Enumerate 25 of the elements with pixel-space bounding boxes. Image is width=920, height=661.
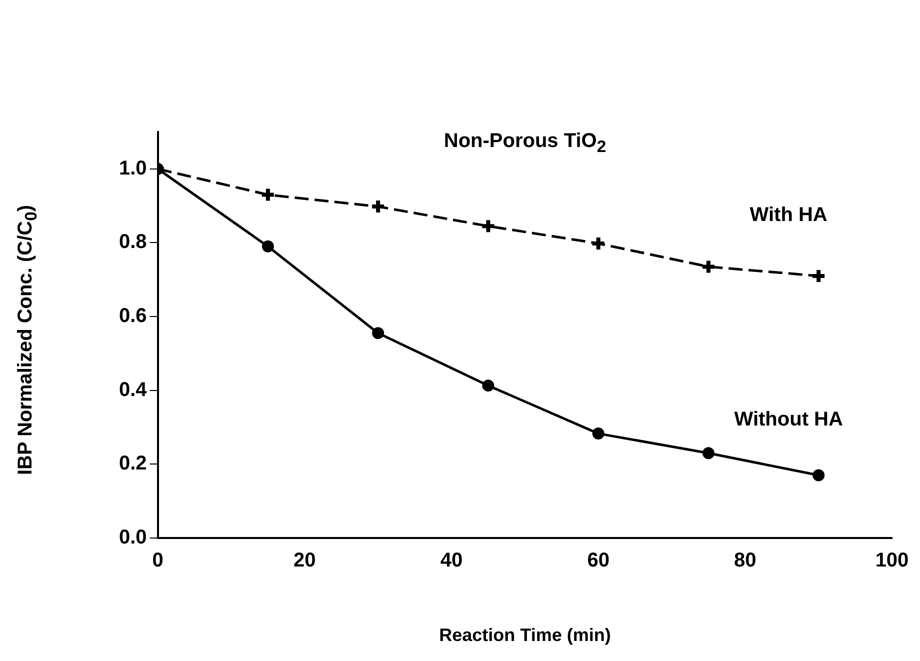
point bbox=[700, 258, 716, 275]
y-tick-label: 0.0 bbox=[118, 526, 147, 549]
chart-title: Non-Porous TiO$_{2}$ bbox=[442, 130, 608, 157]
x-tick-label: 60 bbox=[587, 550, 610, 572]
x-tick-label: 20 bbox=[294, 550, 316, 572]
y-tick-label: 0.4 bbox=[118, 378, 148, 401]
series-label: Without HA bbox=[734, 408, 843, 430]
point bbox=[482, 380, 494, 392]
point bbox=[372, 327, 384, 340]
text: With HA bbox=[750, 204, 828, 226]
x-tick-label: 100 bbox=[875, 550, 909, 572]
point bbox=[812, 469, 825, 482]
point bbox=[592, 428, 604, 440]
x-tick-label: 80 bbox=[734, 550, 756, 572]
x-tick-label: 0 bbox=[152, 550, 164, 572]
y-tick-label: 0.8 bbox=[118, 231, 147, 254]
point bbox=[262, 240, 274, 252]
y-tick-label: 0.6 bbox=[118, 305, 147, 328]
point bbox=[702, 447, 714, 460]
y-tick-label: 1.0 bbox=[118, 157, 147, 180]
point bbox=[260, 186, 276, 203]
point bbox=[480, 218, 496, 234]
y-tick-label: 0.2 bbox=[118, 452, 147, 475]
x-tick-label: 40 bbox=[440, 550, 463, 572]
x-axis-title: Reaction Time (min) bbox=[438, 625, 612, 646]
